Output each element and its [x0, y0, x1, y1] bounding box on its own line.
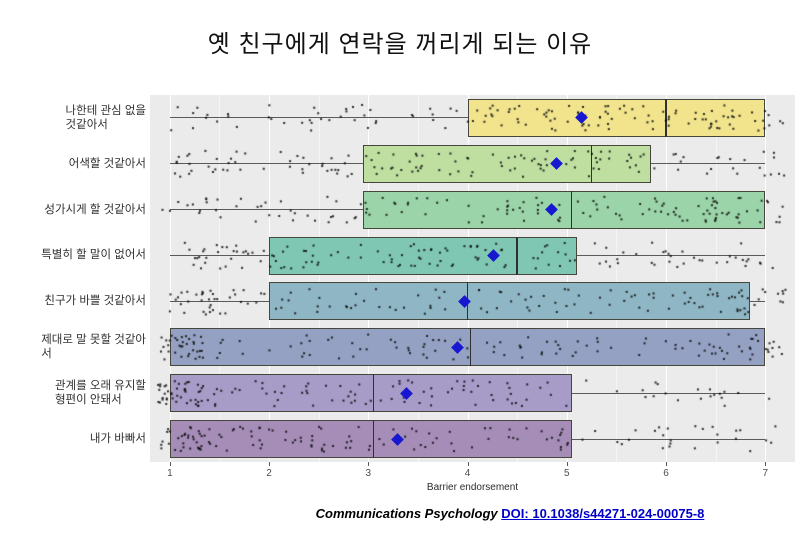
y-axis-label: 친구가 바쁠 것같아서: [44, 295, 146, 308]
x-tick-mark: [566, 462, 568, 466]
x-tick-mark: [467, 462, 469, 466]
y-axis-label: 내가 바빠서: [89, 432, 146, 445]
x-tick-label: 7: [762, 468, 768, 479]
y-axis-label: 성가시게 할 것같아서: [44, 203, 146, 216]
journal-name: Communications Psychology: [315, 506, 498, 521]
x-tick-label: 1: [167, 468, 173, 479]
x-tick-mark: [666, 462, 667, 466]
y-axis-label: 나한테 관심 없을 것같아서: [65, 104, 146, 131]
x-tick-mark: [169, 462, 171, 466]
y-axis-label: 관계를 오래 유지할 형편이 안돼서: [54, 379, 146, 407]
jitter-points-layer: [150, 95, 795, 462]
x-tick-label: 4: [464, 468, 471, 479]
doi-link[interactable]: DOI: 10.1038/s44271-024-00075-8: [501, 506, 705, 521]
x-tick-mark: [269, 462, 271, 466]
x-tick-mark: [765, 462, 767, 466]
y-axis-label: 제대로 말 못할 것같아 서: [41, 333, 146, 361]
chart-title: 옛 친구에게 연락을 꺼리게 되는 이유: [207, 31, 593, 58]
x-tick-label: 3: [365, 468, 372, 479]
x-tick-label: 6: [663, 468, 669, 479]
x-axis-title: Barrier endorsement: [426, 482, 519, 493]
y-axis-label: 특별히 할 말이 없어서: [41, 249, 146, 262]
citation: Communications Psychology DOI: 10.1038/s…: [210, 506, 800, 521]
x-tick-mark: [368, 462, 370, 466]
x-tick-label: 2: [266, 468, 272, 479]
plot-panel: [150, 95, 795, 462]
y-axis-label: 어색할 것같아서: [68, 157, 146, 170]
x-tick-label: 5: [563, 468, 570, 479]
